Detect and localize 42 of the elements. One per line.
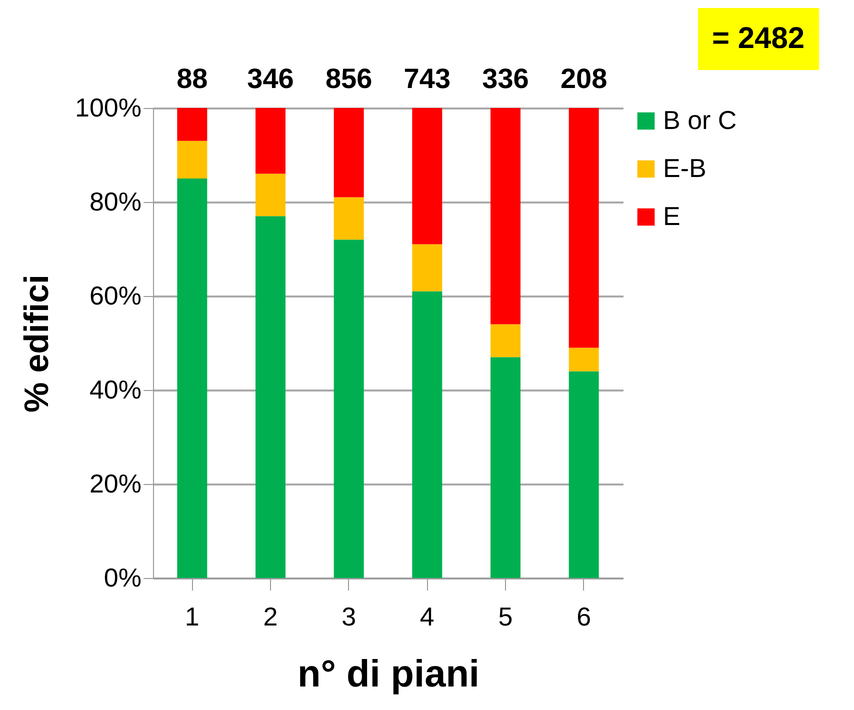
bar (490, 357, 520, 578)
y-tick-label: 100% (75, 92, 142, 122)
y-tick-label: 0% (104, 562, 142, 592)
bar (177, 140, 208, 178)
y-tick-label: 20% (89, 468, 142, 498)
bar (568, 108, 599, 348)
x-tick-label: 5 (498, 602, 513, 632)
x-tick-label: 1 (184, 602, 200, 632)
x-tick-label: 2 (263, 602, 278, 632)
y-tick-label: 40% (89, 374, 142, 404)
bar (334, 108, 364, 198)
x-tick-label: 6 (576, 602, 592, 632)
x-tick-label: 4 (420, 602, 434, 632)
bar (334, 240, 364, 578)
annotation: 336 (482, 63, 529, 94)
legend-label: E-B (663, 153, 706, 183)
annotation: 743 (404, 63, 451, 94)
y-tick-label: 60% (89, 280, 142, 310)
bar (334, 197, 364, 240)
x-tick-label: 3 (342, 602, 356, 632)
bar (412, 244, 442, 292)
legend-label: E (663, 201, 680, 231)
y-axis-title: % edifici (18, 274, 56, 412)
bar (256, 108, 286, 174)
bar (568, 348, 599, 372)
text: = 2482 (698, 8, 819, 70)
bar (177, 108, 208, 141)
annotation: 208 (560, 63, 608, 94)
bar (412, 108, 442, 244)
legend-label: B or C (663, 105, 737, 135)
bar (490, 108, 520, 324)
bar (256, 216, 286, 578)
bar (256, 174, 286, 216)
annotation: 346 (247, 63, 294, 94)
x-axis-title: n° di piani (298, 654, 480, 696)
bar (490, 324, 520, 358)
y-tick-label: 80% (89, 186, 142, 216)
annotation: 88 (176, 63, 208, 94)
bar (568, 371, 599, 578)
annotation: 856 (325, 63, 372, 94)
bar (412, 291, 442, 578)
bar (177, 178, 208, 578)
